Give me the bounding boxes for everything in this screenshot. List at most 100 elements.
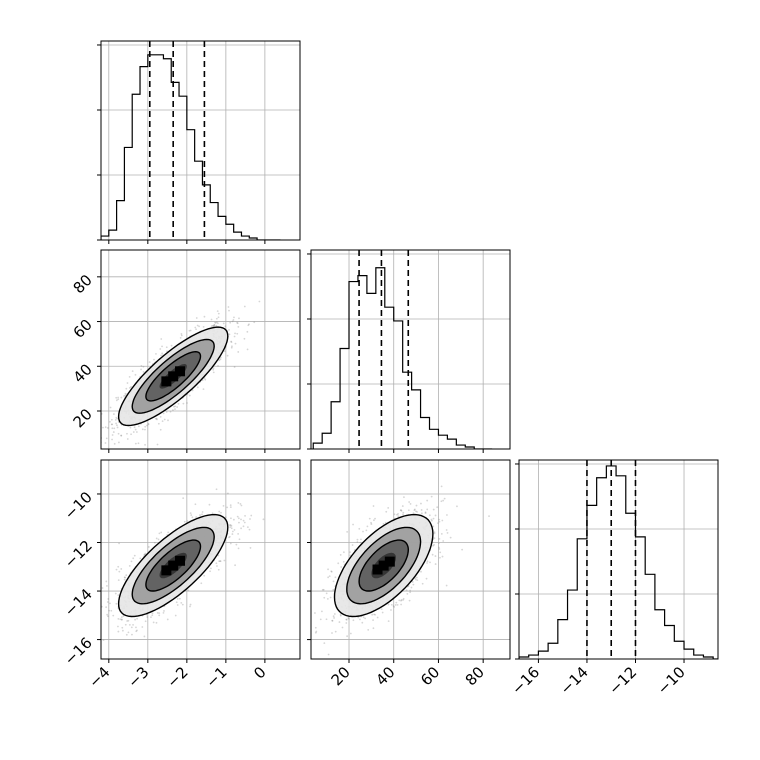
sample-point [144, 443, 146, 446]
sample-point [248, 528, 251, 531]
sample-point [349, 551, 351, 554]
sample-point [333, 613, 336, 615]
sample-point [146, 424, 148, 427]
sample-point [213, 323, 216, 326]
sample-point [429, 561, 431, 564]
sample-point [188, 394, 191, 397]
sample-point [426, 508, 429, 511]
sample-point [216, 310, 219, 313]
sample-point [253, 321, 256, 324]
sample-point [114, 418, 117, 421]
sample-point [414, 508, 416, 511]
sample-point [218, 510, 221, 513]
sample-point [415, 510, 417, 513]
sample-point [372, 505, 375, 507]
sample-point [178, 597, 181, 600]
sample-point [397, 515, 400, 518]
sample-point [226, 492, 229, 495]
sample-point [232, 319, 235, 321]
sample-point [183, 520, 186, 523]
sample-point [126, 432, 128, 435]
sample-point [201, 379, 204, 382]
sample-point [327, 653, 330, 656]
sample-point [381, 611, 384, 614]
sample-point [382, 523, 385, 525]
sample-point [228, 524, 231, 527]
x-tick-label: 80 [462, 663, 488, 689]
sample-point [228, 535, 231, 538]
sample-point [215, 488, 218, 491]
sample-point [409, 591, 412, 594]
sample-point [380, 608, 383, 610]
sample-point [228, 536, 230, 539]
sample-point [413, 509, 416, 512]
sample-point [189, 605, 191, 608]
sample-point [189, 329, 192, 332]
sample-point [238, 521, 240, 524]
scatter-panel-param-0-vs-1: 20 40 60 80 [70, 249, 301, 453]
density-core-cell [378, 560, 389, 571]
sample-point [161, 345, 163, 348]
sample-point [402, 513, 404, 516]
sample-point [373, 519, 375, 522]
sample-point [374, 613, 377, 616]
sample-point [160, 354, 162, 357]
sample-point [373, 613, 376, 616]
sample-point [77, 429, 79, 431]
density-contour [131, 526, 215, 605]
sample-point [215, 324, 218, 327]
sample-point [170, 344, 173, 347]
sample-point [163, 418, 166, 421]
sample-point [134, 428, 137, 431]
sample-point [416, 511, 418, 513]
sample-point [398, 599, 401, 602]
sample-point [134, 442, 137, 445]
sample-point [208, 503, 211, 506]
density-contour [358, 539, 410, 592]
sample-point [209, 570, 211, 573]
sample-point [215, 562, 218, 565]
sample-point [340, 566, 343, 568]
sample-point [144, 620, 147, 623]
sample-point [326, 598, 329, 600]
histogram-panel-param-2: −16 −14 −12 −10 [508, 459, 719, 698]
sample-point [321, 610, 323, 613]
sample-point [155, 621, 158, 624]
panel-frame [518, 459, 719, 660]
sample-point [231, 530, 234, 533]
sample-point [243, 337, 246, 340]
sample-point [400, 599, 403, 601]
sample-point [106, 585, 108, 587]
sample-point [240, 527, 243, 530]
density-core-cell [372, 564, 383, 575]
sample-point [158, 614, 161, 617]
sample-point [190, 514, 193, 516]
y-tick-label: 60 [70, 316, 96, 342]
sample-point [236, 332, 239, 335]
density-core-cell [161, 376, 172, 387]
sample-point [70, 449, 72, 451]
sample-point [166, 618, 169, 621]
density-contour [117, 326, 229, 427]
scatter-panel-param-1-vs-2: 20 40 60 80 [307, 459, 511, 689]
sample-point [449, 536, 452, 539]
sample-point [153, 541, 156, 544]
sample-point [400, 510, 403, 512]
sample-point [196, 386, 199, 389]
sample-point [438, 518, 441, 521]
sample-point [240, 518, 242, 521]
sample-point [217, 554, 220, 557]
sample-point [228, 329, 230, 331]
sample-point [112, 413, 115, 415]
sample-point [243, 521, 246, 524]
sample-point [233, 366, 236, 368]
sample-point [124, 576, 126, 579]
sample-point [370, 523, 373, 525]
sample-point [124, 392, 127, 395]
sample-point [325, 592, 328, 595]
sample-point [130, 433, 132, 436]
sample-point [194, 503, 197, 506]
sample-point [169, 410, 172, 413]
sample-point [212, 367, 215, 370]
sample-point [411, 581, 414, 583]
